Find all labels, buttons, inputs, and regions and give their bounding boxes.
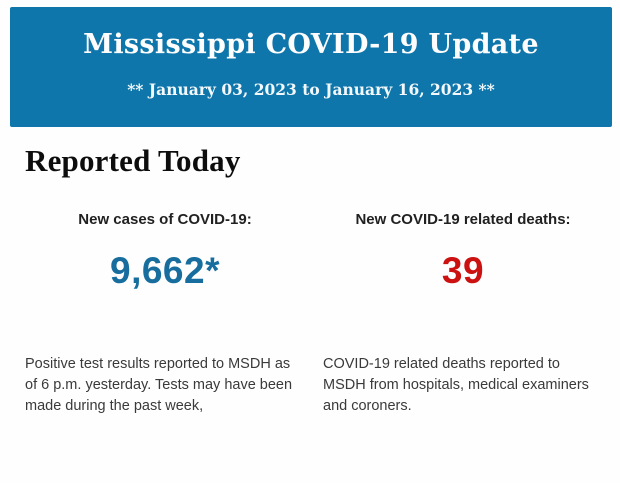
new-deaths-value: 39	[441, 250, 485, 291]
page-title: Mississippi COVID-19 Update	[83, 29, 539, 60]
new-cases-value: 9,662*	[110, 250, 220, 291]
stat-new-cases: New cases of COVID-19: 9,662* Positive t…	[25, 211, 305, 417]
header-banner: Mississippi COVID-19 Update ** January 0…	[10, 7, 612, 127]
stat-new-deaths: New COVID-19 related deaths: 39 COVID-19…	[323, 211, 603, 417]
date-range: ** January 03, 2023 to January 16, 2023 …	[127, 80, 495, 99]
stats-grid: New cases of COVID-19: 9,662* Positive t…	[25, 211, 600, 417]
section-heading: Reported Today	[25, 143, 241, 178]
new-deaths-description: COVID-19 related deaths reported to MSDH…	[323, 356, 589, 414]
new-cases-description: Positive test results reported to MSDH a…	[25, 356, 293, 414]
new-deaths-label: New COVID-19 related deaths:	[355, 211, 571, 228]
report-section: Reported Today New cases of COVID-19: 9,…	[25, 143, 600, 417]
new-cases-label: New cases of COVID-19:	[78, 211, 252, 228]
